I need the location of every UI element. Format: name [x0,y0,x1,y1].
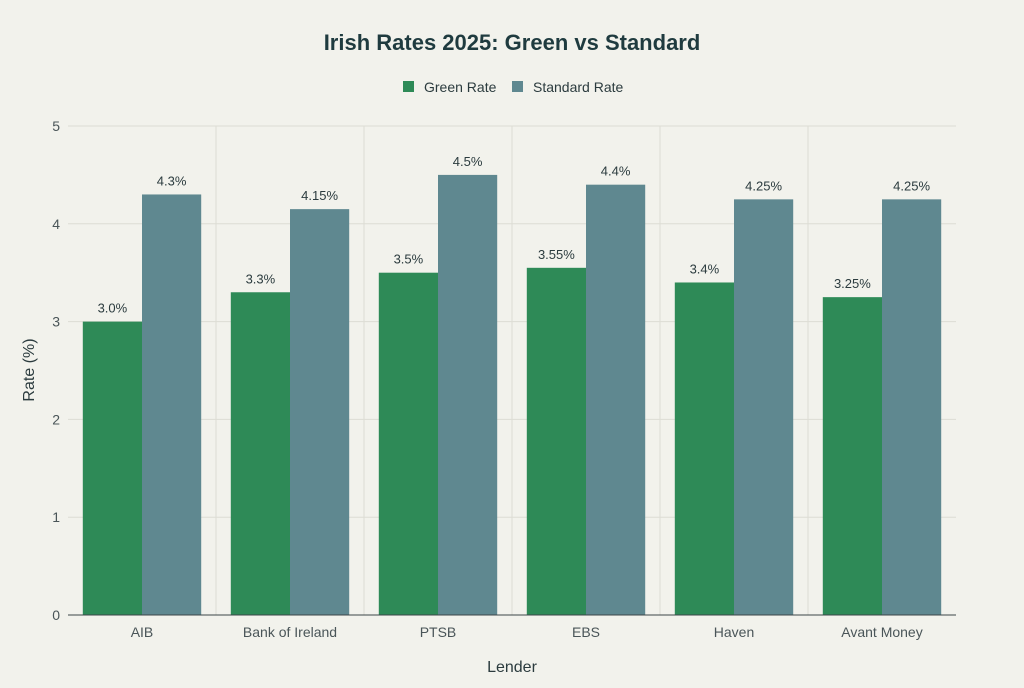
legend: Green Rate Standard Rate [403,79,623,95]
data-label-standard-rate-haven: 4.25% [745,178,782,193]
bar-standard-rate-ebs [586,184,646,615]
x-tick-label-avant-money: Avant Money [841,624,922,640]
bar-standard-rate-bank-of-ireland [290,209,350,615]
data-label-green-rate-aib: 3.0% [98,301,128,316]
data-label-standard-rate-ptsb: 4.5% [453,154,483,169]
x-axis-title: Lender [487,659,537,676]
y-axis-ticks: 0 1 2 3 4 5 [52,118,60,623]
bar-standard-rate-avant-money [882,199,942,615]
bar-green-rate-haven [674,282,734,615]
y-tick-label-1: 1 [52,509,60,525]
x-axis-ticks: AIB Bank of Ireland PTSB EBS Haven Avant Mone… [131,624,923,640]
y-tick-label-4: 4 [52,216,60,232]
data-labels: 3.0% 4.3% 3.3% 4.15% 3.5% 4.5% 3.55% 4.4% 3.4% 4.… [98,154,931,316]
y-tick-label-0: 0 [52,607,60,623]
bar-green-rate-aib [82,321,142,615]
data-label-standard-rate-bank-of-ireland: 4.15% [301,188,338,203]
y-tick-label-5: 5 [52,118,60,134]
x-tick-label-haven: Haven [714,624,754,640]
bar-green-rate-ebs [526,267,586,615]
y-tick-label-3: 3 [52,314,60,330]
x-tick-label-ptsb: PTSB [420,624,457,640]
x-tick-label-bank-of-ireland: Bank of Ireland [243,624,337,640]
legend-swatch-green-rate [403,81,414,92]
bar-green-rate-avant-money [822,297,882,615]
legend-swatch-standard-rate [512,81,523,92]
x-tick-label-aib: AIB [131,624,154,640]
y-axis-title: Rate (%) [21,338,38,401]
data-label-green-rate-avant-money: 3.25% [834,276,871,291]
bar-standard-rate-haven [734,199,794,615]
gridlines [68,125,956,615]
legend-label-green-rate: Green Rate [424,79,497,95]
chart-title: Irish Rates 2025: Green vs Standard [324,30,701,55]
data-label-standard-rate-ebs: 4.4% [601,164,631,179]
data-label-green-rate-haven: 3.4% [690,261,720,276]
data-label-standard-rate-aib: 4.3% [157,173,187,188]
legend-label-standard-rate: Standard Rate [533,79,623,95]
bar-green-rate-bank-of-ireland [230,292,290,615]
x-tick-label-ebs: EBS [572,624,600,640]
data-label-green-rate-ptsb: 3.5% [394,252,424,267]
bar-green-rate-ptsb [378,272,438,615]
bars [82,174,942,615]
data-label-standard-rate-avant-money: 4.25% [893,178,930,193]
bar-standard-rate-aib [142,194,202,615]
data-label-green-rate-bank-of-ireland: 3.3% [246,271,276,286]
data-label-green-rate-ebs: 3.55% [538,247,575,262]
bar-standard-rate-ptsb [438,174,498,615]
y-tick-label-2: 2 [52,411,60,427]
